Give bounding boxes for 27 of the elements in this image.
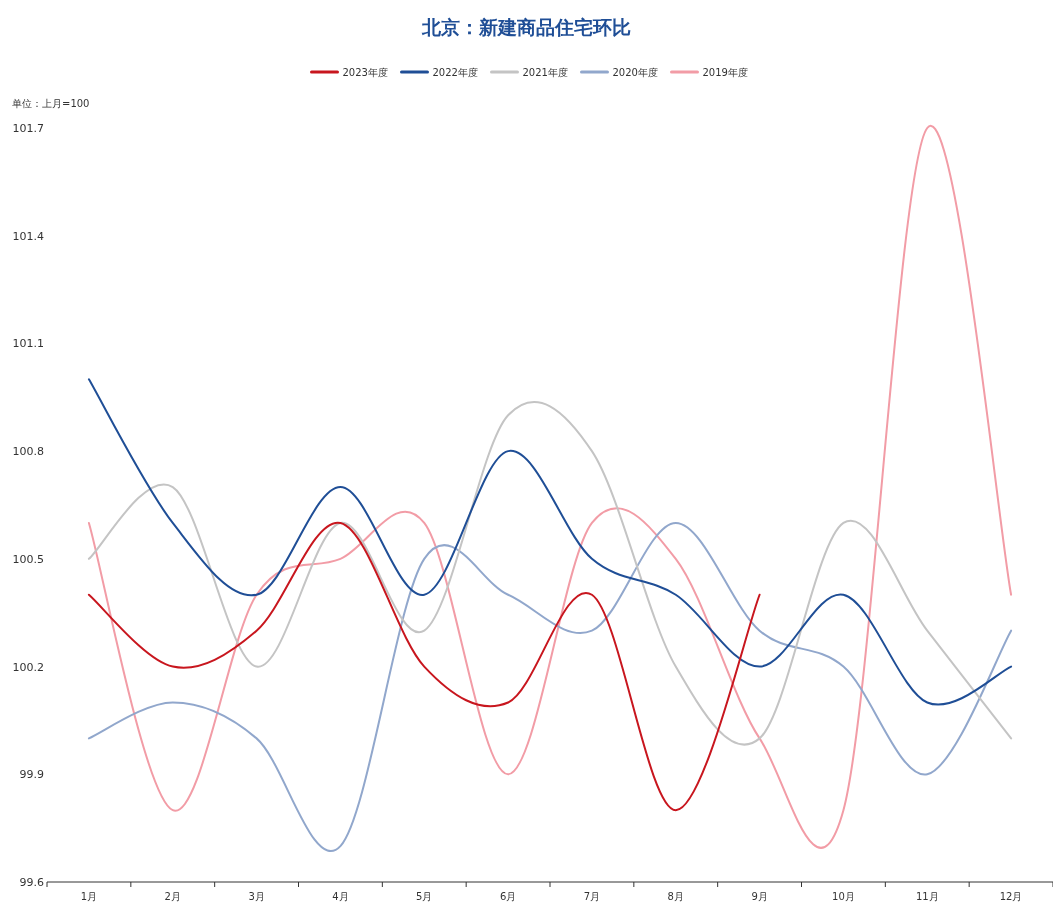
ytick: 100.8 (12, 445, 44, 459)
ytick: 99.6 (19, 876, 44, 889)
ytick: 101.7 (12, 122, 44, 135)
xtick: 7月 (583, 891, 601, 902)
legend-label: 2023年度 (342, 67, 388, 78)
ytick: 100.5 (12, 552, 44, 566)
annotation: 单位：上月=100 (12, 98, 90, 109)
legend-label: 2022年度 (432, 67, 478, 78)
xtick: 12月 (999, 891, 1023, 902)
ytick: 101.4 (12, 229, 44, 243)
xtick: 1月 (80, 891, 98, 902)
xtick: 5月 (416, 891, 433, 902)
xtick: 6月 (499, 891, 517, 902)
title: 北京：新建商品住宅环比 (422, 16, 631, 38)
legend-label: 2020年度 (612, 67, 658, 78)
legend-label: 2019年度 (702, 67, 748, 78)
xtick: 8月 (667, 891, 684, 902)
xtick: 9月 (751, 891, 768, 902)
ytick: 101.1 (12, 337, 44, 351)
xtick: 10月 (832, 891, 855, 902)
xtick: 2月 (164, 891, 181, 902)
xtick: 4月 (332, 891, 349, 902)
xtick: 3月 (248, 891, 265, 902)
legend-label: 2021年度 (522, 67, 568, 78)
ytick: 99.9 (19, 768, 44, 782)
xtick: 11月 (915, 891, 939, 902)
ytick: 100.2 (12, 660, 44, 674)
